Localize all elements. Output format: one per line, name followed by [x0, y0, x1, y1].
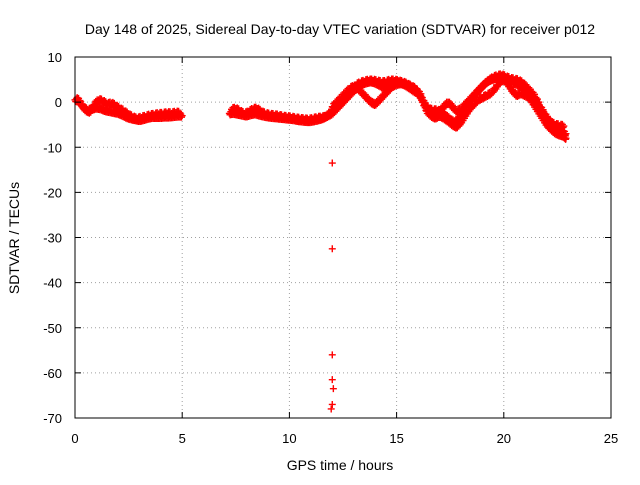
x-tick-label: 25 [604, 431, 618, 446]
data-point [329, 385, 337, 393]
series-3 [328, 75, 570, 143]
y-tick-label: 10 [48, 50, 62, 65]
data-point [363, 94, 374, 107]
data-point [562, 134, 570, 142]
data-point [543, 121, 554, 134]
data-point [519, 79, 531, 92]
data-point [358, 89, 370, 102]
data-markers [71, 70, 570, 413]
data-point [328, 376, 336, 384]
data-point [418, 94, 430, 114]
y-tick-label: -20 [43, 185, 62, 200]
y-axis-label: SDTVAR / TECUs [6, 182, 22, 294]
x-tick-label: 20 [497, 431, 511, 446]
data-point [172, 107, 183, 118]
data-point [560, 122, 568, 130]
y-tick-label: -70 [43, 411, 62, 426]
x-tick-label: 0 [71, 431, 78, 446]
data-point [354, 85, 366, 98]
x-axis-label: GPS time / hours [287, 457, 394, 473]
x-tick-label: 15 [389, 431, 403, 446]
axis-ticks: 0 5 10 15 20 25 10 0 -10 -20 -30 -40 -50 -60 -70 [43, 50, 618, 446]
x-tick-label: 5 [179, 431, 186, 446]
data-point [328, 245, 336, 253]
chart-title: Day 148 of 2025, Sidereal Day-to-day VTE… [85, 21, 595, 37]
data-point [328, 159, 336, 167]
data-point [423, 107, 434, 120]
series-4 [327, 159, 337, 413]
y-tick-label: -10 [43, 140, 62, 155]
y-tick-label: -60 [43, 366, 62, 381]
data-point [328, 351, 336, 359]
data-point [176, 109, 184, 117]
y-tick-label: -30 [43, 231, 62, 246]
data-point [327, 405, 335, 413]
y-tick-label: -40 [43, 276, 62, 291]
y-tick-label: -50 [43, 321, 62, 336]
data-point [444, 98, 456, 111]
x-tick-label: 10 [282, 431, 296, 446]
y-tick-label: 0 [55, 95, 62, 110]
data-point [328, 400, 336, 408]
data-point [318, 111, 329, 123]
data-point [95, 95, 106, 106]
